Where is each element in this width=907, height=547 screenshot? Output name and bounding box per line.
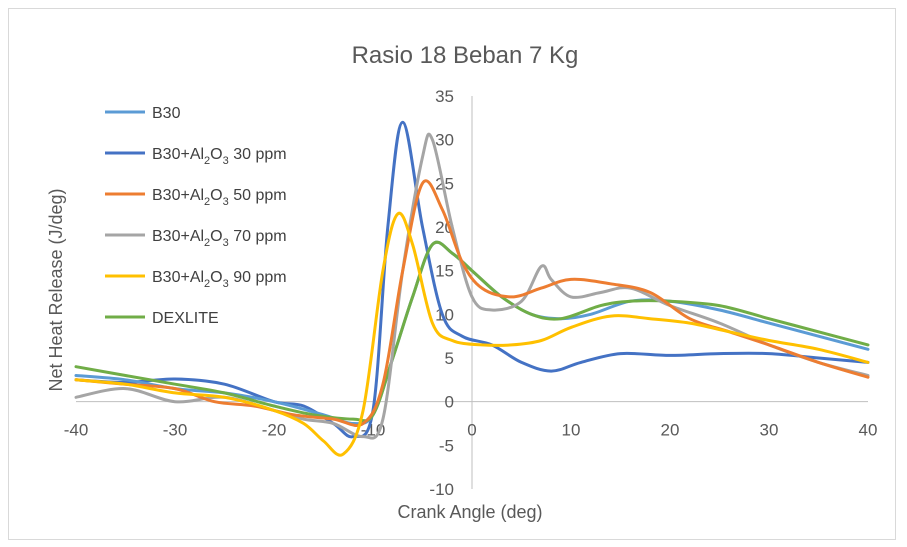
x-tick-label: 30 <box>760 421 779 440</box>
y-axis-label: Net Heat Release (J/deg) <box>46 188 66 391</box>
legend-label-b30-al2o3-50-ppm: B30+Al2O3 50 ppm <box>152 187 287 208</box>
x-tick-label: -20 <box>262 421 287 440</box>
legend-label-b30-al2o3-90-ppm: B30+Al2O3 90 ppm <box>152 269 287 290</box>
y-tick-label: 0 <box>445 393 454 412</box>
series-line-dexlite <box>74 240 870 423</box>
legend-label-b30: B30 <box>152 105 181 122</box>
legend-label-dexlite: DEXLITE <box>152 310 219 327</box>
y-tick-label: 5 <box>445 349 454 368</box>
chart-title: Rasio 18 Beban 7 Kg <box>352 42 579 69</box>
y-tick-label: -5 <box>439 436 454 455</box>
x-tick-label: -30 <box>163 421 188 440</box>
x-tick-label: -40 <box>64 421 89 440</box>
x-tick-label: 40 <box>859 421 878 440</box>
x-tick-label: 10 <box>562 421 581 440</box>
y-tick-label: 30 <box>435 131 454 150</box>
x-tick-label: 0 <box>467 421 476 440</box>
y-tick-label: 15 <box>435 262 454 281</box>
series-line-b30-al2o3-90-ppm <box>74 211 870 457</box>
y-tick-label: -10 <box>429 480 454 499</box>
series-line-b30-al2o3-50-ppm <box>74 179 870 427</box>
chart-frame <box>8 8 896 540</box>
x-tick-label: 20 <box>661 421 680 440</box>
x-axis-label: Crank Angle (deg) <box>397 502 542 522</box>
y-tick-label: 25 <box>435 174 454 193</box>
x-tick-label: -10 <box>361 421 386 440</box>
series-group <box>74 120 870 457</box>
legend-label-b30-al2o3-30-ppm: B30+Al2O3 30 ppm <box>152 146 287 167</box>
legend: B30 B30+Al2O3 30 ppm B30+Al2O3 50 ppm B30+A… <box>105 105 287 327</box>
y-tick-label: 35 <box>435 87 454 106</box>
legend-label-b30-al2o3-70-ppm: B30+Al2O3 70 ppm <box>152 228 287 249</box>
